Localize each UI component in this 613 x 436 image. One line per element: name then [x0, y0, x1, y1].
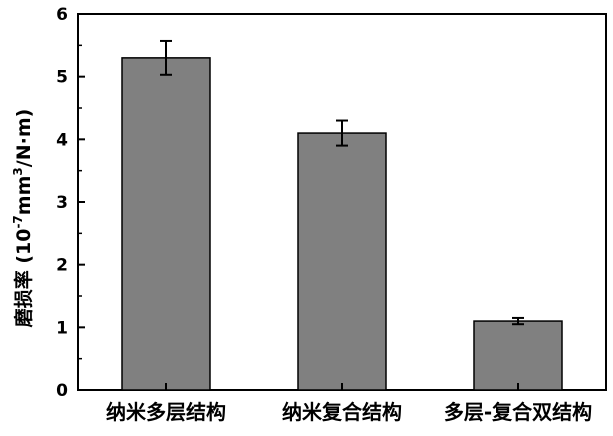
y-tick-label: 3 [56, 193, 68, 213]
bar-2 [297, 132, 387, 391]
y-tick-label: 5 [56, 68, 68, 88]
y-axis-title-exp1: -7 [11, 215, 25, 228]
y-tick-label: 1 [56, 318, 68, 338]
x-category-label: 纳米多层结构 [106, 400, 226, 424]
bar-1 [121, 57, 211, 391]
y-axis-title: 磨损率 (10-7mm3/N·m) [11, 109, 35, 329]
y-axis-title-unit-open: (10 [13, 229, 35, 271]
y-axis-title-main: 磨损率 [12, 270, 35, 328]
x-category-label: 纳米复合结构 [282, 400, 402, 424]
y-tick-label: 0 [56, 381, 68, 401]
y-axis-title-unit-mid: mm [13, 176, 35, 216]
y-tick-label: 6 [56, 5, 68, 25]
svg-text:磨损率 (10-7mm3/N·m): 磨损率 (10-7mm3/N·m) [11, 109, 35, 329]
y-axis-title-exp2: 3 [11, 167, 25, 175]
x-category-label: 多层-复合双结构 [444, 400, 592, 424]
y-tick-label: 2 [56, 256, 68, 276]
bar-3 [473, 320, 563, 391]
y-tick-label: 4 [56, 130, 68, 150]
y-axis-title-unit-close: /N·m) [13, 109, 35, 168]
